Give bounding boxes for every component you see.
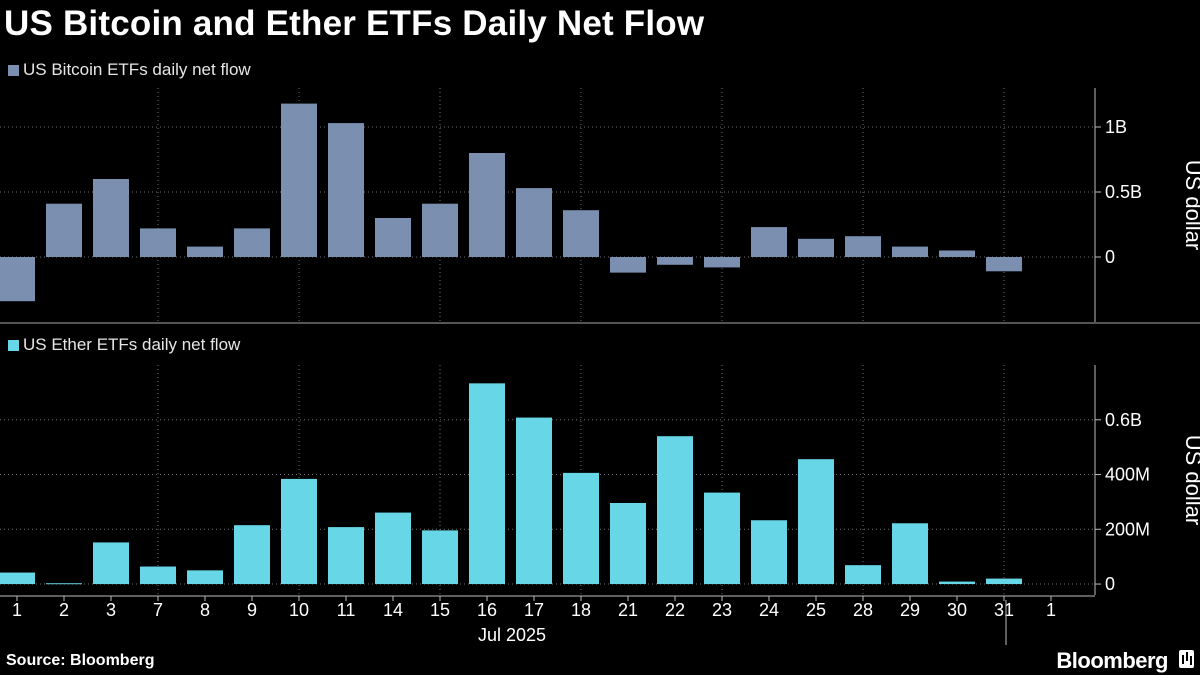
bitcoin-bar [704,257,740,268]
bitcoin-bar [422,203,458,257]
bitcoin-bar [610,257,646,273]
ether-y-axis-label: US dollar [1181,435,1200,525]
ether-ytick-label: 0 [1105,574,1115,594]
x-tick-label: 1 [12,600,22,620]
source-note: Source: Bloomberg [6,652,155,669]
ether-ytick-label: 0.6B [1105,410,1142,430]
ether-bar [422,530,458,585]
ether-bar [563,472,599,585]
x-tick-label: 8 [200,600,210,620]
ether-legend-label: US Ether ETFs daily net flow [23,335,241,354]
bitcoin-bar [798,238,834,257]
bitcoin-bar [375,218,411,257]
bitcoin-legend-label: US Bitcoin ETFs daily net flow [23,60,251,79]
ether-ytick-label: 400M [1105,465,1150,485]
ether-bar [46,583,82,585]
x-tick-label: 3 [106,600,116,620]
x-tick-label: 16 [477,600,497,620]
x-tick-label: 25 [806,600,826,620]
ether-bar [328,527,364,585]
ether-bar [516,417,552,585]
ether-bar [140,566,176,585]
x-tick-label: 1 [1046,600,1056,620]
ether-bar [281,478,317,585]
bitcoin-ytick-label: 1B [1105,117,1127,137]
ether-bar [469,383,505,585]
bitcoin-bar [986,257,1022,272]
ether-legend: US Ether ETFs daily net flow [8,335,240,355]
bitcoin-bar [892,246,928,257]
ether-bar [845,565,881,585]
bitcoin-bar [469,153,505,257]
ether-bar [751,520,787,585]
x-tick-label: 18 [571,600,591,620]
x-tick-label: 2 [59,600,69,620]
ether-bar [892,523,928,585]
x-month-label: Jul 2025 [478,625,546,645]
bitcoin-bar [516,188,552,257]
ether-bar [187,570,223,585]
x-tick-label: 21 [618,600,638,620]
ether-bar [0,572,35,585]
x-tick-label: 11 [337,600,356,620]
bitcoin-legend: US Bitcoin ETFs daily net flow [8,60,251,80]
x-tick-label: 7 [153,600,163,620]
x-tick-label: 17 [524,600,544,620]
ether-bar [986,578,1022,585]
bloomberg-terminal-icon [1179,650,1194,668]
bitcoin-bar [0,257,35,302]
bitcoin-legend-swatch [8,64,19,76]
ether-bar [610,503,646,585]
bitcoin-y-axis-label: US dollar [1181,160,1200,250]
bitcoin-bar [140,228,176,257]
x-tick-label: 14 [383,600,403,620]
x-tick-label: 31 [994,600,1014,620]
x-tick-label: 15 [430,600,450,620]
bitcoin-bar [939,250,975,257]
bitcoin-bar [187,246,223,257]
ether-legend-swatch [8,339,19,351]
bitcoin-bar [751,227,787,257]
ether-bar [375,512,411,585]
ether-bar [93,542,129,585]
x-tick-label: 29 [900,600,920,620]
bitcoin-bar [46,203,82,257]
bloomberg-logo-text: Bloomberg [1056,648,1168,673]
x-tick-label: 9 [247,600,257,620]
bitcoin-bar [281,103,317,257]
x-tick-label: 22 [665,600,685,620]
ether-bar [939,581,975,585]
bitcoin-ytick-label: 0 [1105,247,1115,267]
bitcoin-bar [93,179,129,257]
x-tick-label: 30 [947,600,967,620]
x-tick-label: 28 [853,600,873,620]
bitcoin-ytick-label: 0.5B [1105,182,1142,202]
ether-bar [234,525,270,585]
bitcoin-bar [657,257,693,265]
ether-bar [657,436,693,585]
chart-title: US Bitcoin and Ether ETFs Daily Net Flow [4,4,705,43]
ether-bar [704,492,740,585]
ether-bar [798,459,834,585]
x-tick-label: 23 [712,600,732,620]
x-tick-label: 24 [759,600,779,620]
x-tick-label: 10 [289,600,309,620]
bitcoin-bar [845,236,881,257]
ether-ytick-label: 200M [1105,519,1150,539]
bitcoin-bar [563,210,599,257]
bitcoin-bar [328,123,364,257]
bitcoin-bar [234,228,270,257]
